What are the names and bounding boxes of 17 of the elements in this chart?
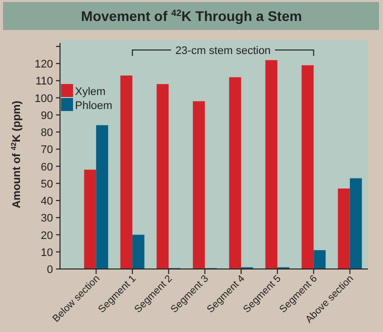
y-tick-label: 90 <box>40 110 53 122</box>
legend-label: Xylem <box>75 86 106 98</box>
legend-label: Phloem <box>75 100 112 112</box>
y-tick-label: 40 <box>40 196 53 208</box>
chart-title: Movement of $^{42}$K Through a Stem <box>81 8 302 24</box>
y-tick-label: 60 <box>40 161 53 174</box>
y-tick-label: 120 <box>34 58 53 71</box>
y-tick-label: 70 <box>40 144 53 156</box>
y-tick-label: 30 <box>40 212 53 225</box>
y-tick-label: 80 <box>40 127 53 140</box>
y-tick-label: 110 <box>35 76 53 88</box>
y-tick-label: 50 <box>40 178 53 190</box>
y-tick-label: 20 <box>40 230 53 242</box>
y-tick-label: 100 <box>34 92 53 105</box>
y-tick-label: 10 <box>40 246 53 259</box>
annotation: 23-cm stem section <box>175 45 271 57</box>
y-tick-label: 0 <box>46 264 53 276</box>
